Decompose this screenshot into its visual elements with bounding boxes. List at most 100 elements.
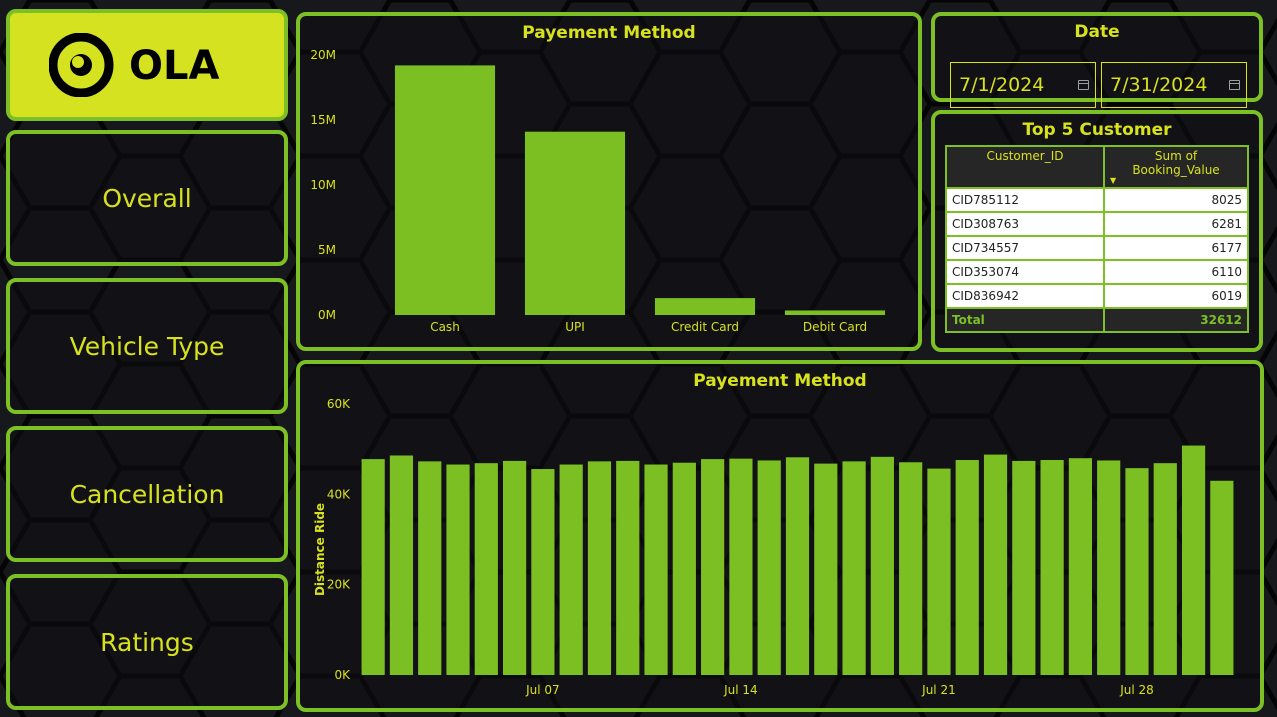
- y-tick-label: 5M: [318, 243, 336, 257]
- logo-text: OLA: [129, 43, 219, 89]
- sort-descending-icon[interactable]: ▼: [1110, 176, 1117, 185]
- customer-id-cell: CID353074: [945, 259, 1105, 285]
- logo-panel: OLA: [6, 9, 288, 121]
- bar: [394, 65, 496, 316]
- payment-method-chart-panel: Payement Method 0M 5M 10M 15M 20M Cash UPI Cred…: [296, 12, 922, 351]
- x-tick-label: Debit Card: [803, 320, 867, 334]
- y-tick-label: 0M: [318, 308, 336, 322]
- customer-id-cell: CID734557: [945, 235, 1105, 261]
- bar: [785, 457, 810, 675]
- x-tick-label: Jul 28: [1119, 683, 1154, 697]
- table-row[interactable]: CID785112 8025: [945, 187, 1249, 213]
- bar: [1210, 480, 1234, 675]
- nav-label: Vehicle Type: [69, 331, 225, 361]
- top-customers-panel: Top 5 Customer Customer_ID Sum of Bookin…: [931, 110, 1263, 352]
- x-tick-label: Jul 21: [921, 683, 956, 697]
- end-date-value: 7/31/2024: [1110, 74, 1208, 96]
- y-tick-label: 20M: [310, 48, 336, 62]
- bar: [1181, 445, 1206, 675]
- bar: [524, 131, 626, 315]
- bar: [531, 469, 555, 675]
- bar: [418, 461, 442, 675]
- bar: [559, 464, 583, 675]
- bar: [1153, 463, 1177, 675]
- start-date-value: 7/1/2024: [959, 74, 1045, 96]
- bar: [1040, 460, 1064, 675]
- y-tick-label: 20K: [327, 578, 351, 592]
- bar: [955, 460, 979, 675]
- column-header-booking-value[interactable]: Sum of Booking_Value ▼: [1103, 145, 1249, 189]
- booking-value-cell: 6177: [1103, 235, 1249, 261]
- column-header-customer-id[interactable]: Customer_ID: [945, 145, 1105, 189]
- customer-id-cell: CID308763: [945, 211, 1105, 237]
- bar: [474, 463, 498, 675]
- total-row: Total 32612: [945, 307, 1249, 333]
- end-date-input[interactable]: 7/31/2024: [1101, 62, 1247, 108]
- table-row[interactable]: CID308763 6281: [945, 211, 1249, 237]
- bar: [701, 459, 725, 675]
- table-row[interactable]: CID353074 6110: [945, 259, 1249, 285]
- bar: [1097, 460, 1121, 675]
- distance-ride-chart: 0K 20K 40K 60K Distance Ride Jul 07 Jul 14 Jul …: [313, 397, 1234, 697]
- x-tick-label: Jul 07: [525, 683, 560, 697]
- nav-button-vehicle-type[interactable]: Vehicle Type: [6, 278, 288, 414]
- bar: [983, 454, 1008, 675]
- x-tick-label: Jul 14: [723, 683, 758, 697]
- bar: [757, 460, 781, 675]
- bar: [814, 463, 838, 675]
- x-tick-label: Credit Card: [671, 320, 739, 334]
- bar: [644, 464, 668, 675]
- bar: [729, 458, 753, 675]
- table-row[interactable]: CID734557 6177: [945, 235, 1249, 261]
- booking-value-cell: 6019: [1103, 283, 1249, 309]
- bar: [672, 462, 696, 675]
- x-tick-label: Cash: [430, 320, 460, 334]
- y-tick-label: 0K: [334, 668, 351, 682]
- booking-value-cell: 6110: [1103, 259, 1249, 285]
- total-value: 32612: [1103, 307, 1249, 333]
- chart-title: Payement Method: [693, 371, 867, 391]
- table-row[interactable]: CID836942 6019: [945, 283, 1249, 309]
- nav-button-ratings[interactable]: Ratings: [6, 574, 288, 710]
- bar: [842, 461, 866, 675]
- top-customers-title: Top 5 Customer: [1022, 120, 1172, 140]
- bar: [616, 460, 640, 675]
- calendar-icon[interactable]: [1078, 80, 1089, 90]
- distance-ride-chart-panel: Payement Method 0K 20K 40K 60K Distance Ride…: [296, 360, 1264, 712]
- bar: [361, 459, 385, 675]
- bar: [1012, 460, 1036, 675]
- nav-button-cancellation[interactable]: Cancellation: [6, 426, 288, 562]
- calendar-icon[interactable]: [1229, 80, 1240, 90]
- bar: [446, 464, 470, 675]
- ola-logo-icon: OLA: [49, 33, 219, 97]
- bar: [1125, 468, 1149, 675]
- y-tick-label: 15M: [310, 113, 336, 127]
- y-axis-label: Distance Ride: [313, 503, 327, 596]
- y-tick-label: 40K: [327, 487, 351, 501]
- total-label: Total: [945, 307, 1105, 333]
- start-date-input[interactable]: 7/1/2024: [950, 62, 1096, 108]
- date-filter-panel: Date 7/1/2024 7/31/2024: [931, 12, 1263, 108]
- booking-value-cell: 8025: [1103, 187, 1249, 213]
- booking-value-cell: 6281: [1103, 211, 1249, 237]
- bar: [870, 456, 894, 675]
- nav-label: Cancellation: [69, 479, 225, 509]
- nav-label: Overall: [102, 183, 192, 213]
- bar: [389, 455, 414, 675]
- bar: [784, 310, 886, 315]
- x-tick-label: UPI: [565, 320, 585, 334]
- top-customers-table: Customer_ID Sum of Booking_Value ▼ CID78…: [945, 145, 1249, 333]
- bar: [927, 468, 951, 675]
- nav-button-overall[interactable]: Overall: [6, 130, 288, 266]
- y-tick-label: 60K: [327, 397, 351, 411]
- nav-label: Ratings: [100, 627, 194, 657]
- bar: [654, 298, 756, 315]
- bar: [502, 460, 527, 675]
- customer-id-cell: CID785112: [945, 187, 1105, 213]
- date-filter-title: Date: [1074, 22, 1120, 42]
- bar: [1068, 458, 1093, 675]
- payment-method-chart: 0M 5M 10M 15M 20M Cash UPI Credit Card Debit Car…: [310, 48, 886, 334]
- chart-title: Payement Method: [522, 23, 696, 43]
- bar: [587, 461, 612, 675]
- bar: [899, 462, 923, 675]
